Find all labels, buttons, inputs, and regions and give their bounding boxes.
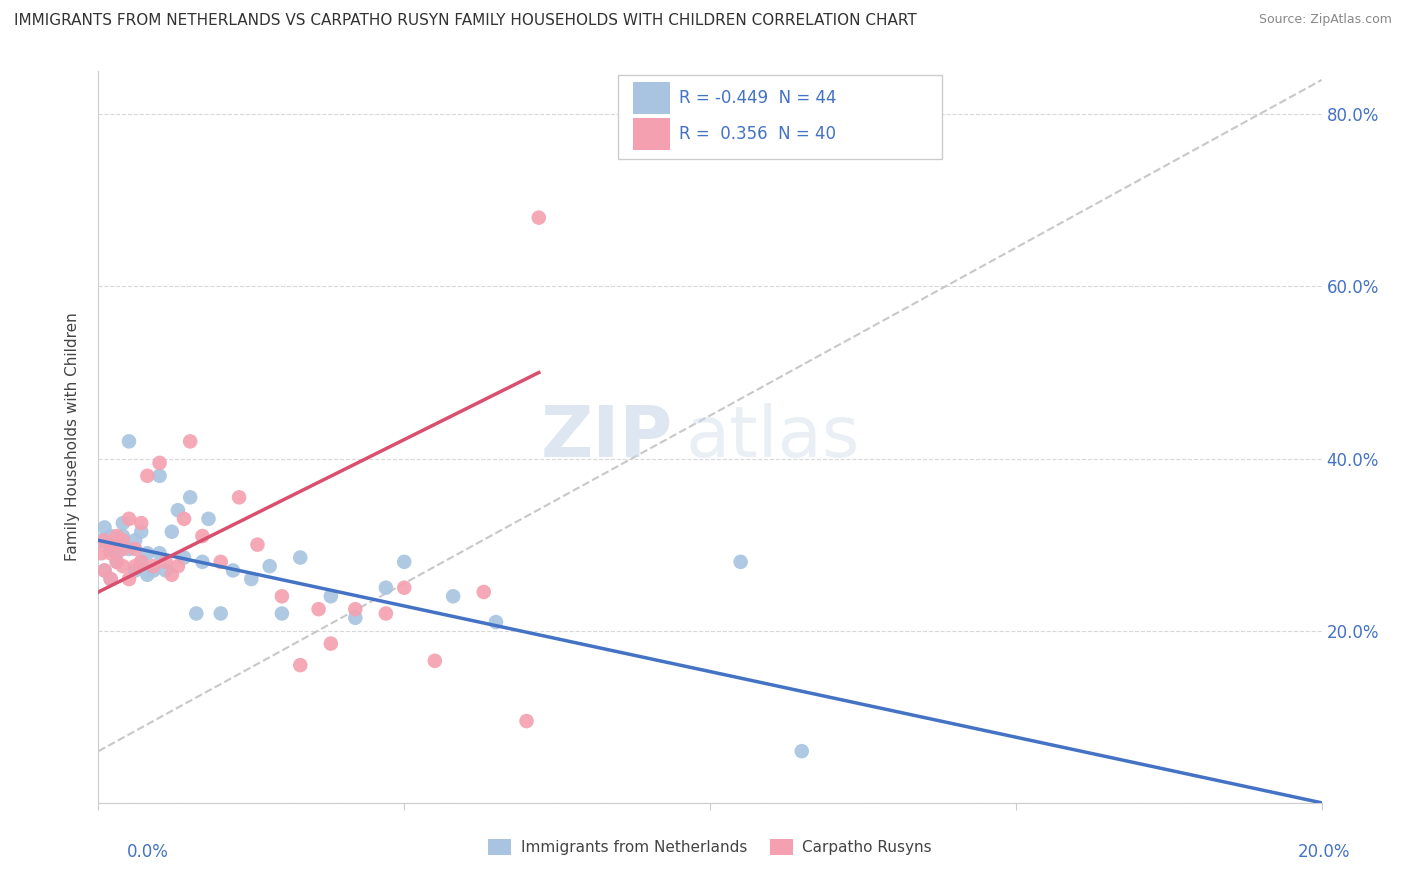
Point — [179, 434, 201, 449]
Point — [319, 637, 342, 651]
Point — [790, 744, 813, 758]
Point — [197, 512, 219, 526]
Point — [100, 529, 122, 543]
Point — [136, 567, 159, 582]
Point — [90, 546, 112, 560]
Point — [105, 538, 128, 552]
Point — [167, 559, 190, 574]
Point — [100, 541, 122, 556]
Point — [228, 491, 250, 505]
Point — [155, 555, 177, 569]
Point — [111, 516, 134, 530]
Point — [129, 555, 152, 569]
Point — [259, 559, 281, 574]
Text: ZIP: ZIP — [541, 402, 673, 472]
Point — [111, 559, 134, 574]
Point — [118, 572, 141, 586]
Point — [111, 541, 134, 556]
Bar — [633, 118, 669, 151]
Text: 0.0%: 0.0% — [127, 843, 169, 861]
Point — [392, 581, 416, 595]
Point — [423, 654, 446, 668]
Point — [173, 512, 195, 526]
Point — [290, 550, 312, 565]
Point — [124, 533, 146, 548]
Point — [173, 550, 195, 565]
Point — [142, 564, 165, 578]
Point — [105, 529, 128, 543]
Bar — [633, 81, 669, 114]
Point — [93, 564, 115, 578]
Point — [118, 541, 141, 556]
Point — [129, 555, 152, 569]
Point — [105, 555, 128, 569]
Legend: Immigrants from Netherlands, Carpatho Rusyns: Immigrants from Netherlands, Carpatho Ru… — [482, 833, 938, 861]
Point — [129, 524, 152, 539]
Point — [160, 524, 183, 539]
Point — [167, 503, 190, 517]
Text: R =  0.356  N = 40: R = 0.356 N = 40 — [679, 125, 837, 144]
Point — [527, 211, 550, 225]
Point — [392, 555, 416, 569]
Point — [344, 611, 367, 625]
Point — [93, 564, 115, 578]
Point — [100, 538, 122, 552]
Point — [222, 564, 245, 578]
Point — [111, 529, 134, 543]
Point — [186, 607, 208, 621]
Point — [129, 516, 152, 530]
Point — [485, 615, 508, 629]
Point — [270, 607, 292, 621]
Point — [516, 714, 538, 728]
Point — [118, 434, 141, 449]
Point — [124, 559, 146, 574]
Point — [344, 602, 367, 616]
Point — [240, 572, 263, 586]
Text: Source: ZipAtlas.com: Source: ZipAtlas.com — [1258, 13, 1392, 27]
Point — [308, 602, 330, 616]
Point — [100, 546, 122, 560]
Point — [100, 572, 122, 586]
Point — [124, 541, 146, 556]
Point — [191, 555, 214, 569]
Text: atlas: atlas — [686, 402, 860, 472]
Point — [209, 607, 232, 621]
Point — [90, 533, 112, 548]
Point — [246, 538, 269, 552]
Point — [270, 589, 292, 603]
Point — [149, 456, 172, 470]
Point — [149, 468, 172, 483]
Point — [209, 555, 232, 569]
Point — [374, 607, 396, 621]
Point — [124, 564, 146, 578]
Text: IMMIGRANTS FROM NETHERLANDS VS CARPATHO RUSYN FAMILY HOUSEHOLDS WITH CHILDREN CO: IMMIGRANTS FROM NETHERLANDS VS CARPATHO … — [14, 13, 917, 29]
Text: R = -0.449  N = 44: R = -0.449 N = 44 — [679, 88, 837, 107]
Point — [118, 512, 141, 526]
Point — [290, 658, 312, 673]
Text: 20.0%: 20.0% — [1298, 843, 1350, 861]
Point — [155, 564, 177, 578]
Point — [136, 546, 159, 560]
Point — [730, 555, 752, 569]
Point — [191, 529, 214, 543]
Point — [472, 585, 495, 599]
Point — [105, 546, 128, 560]
Point — [111, 533, 134, 548]
Point — [149, 546, 172, 560]
Point — [136, 468, 159, 483]
Y-axis label: Family Households with Children: Family Households with Children — [65, 313, 80, 561]
Point — [179, 491, 201, 505]
Point — [93, 533, 115, 548]
Point — [142, 559, 165, 574]
Point — [319, 589, 342, 603]
Point — [105, 555, 128, 569]
FancyBboxPatch shape — [619, 75, 942, 159]
Point — [441, 589, 464, 603]
Point — [160, 567, 183, 582]
Point — [93, 520, 115, 534]
Point — [100, 572, 122, 586]
Point — [374, 581, 396, 595]
